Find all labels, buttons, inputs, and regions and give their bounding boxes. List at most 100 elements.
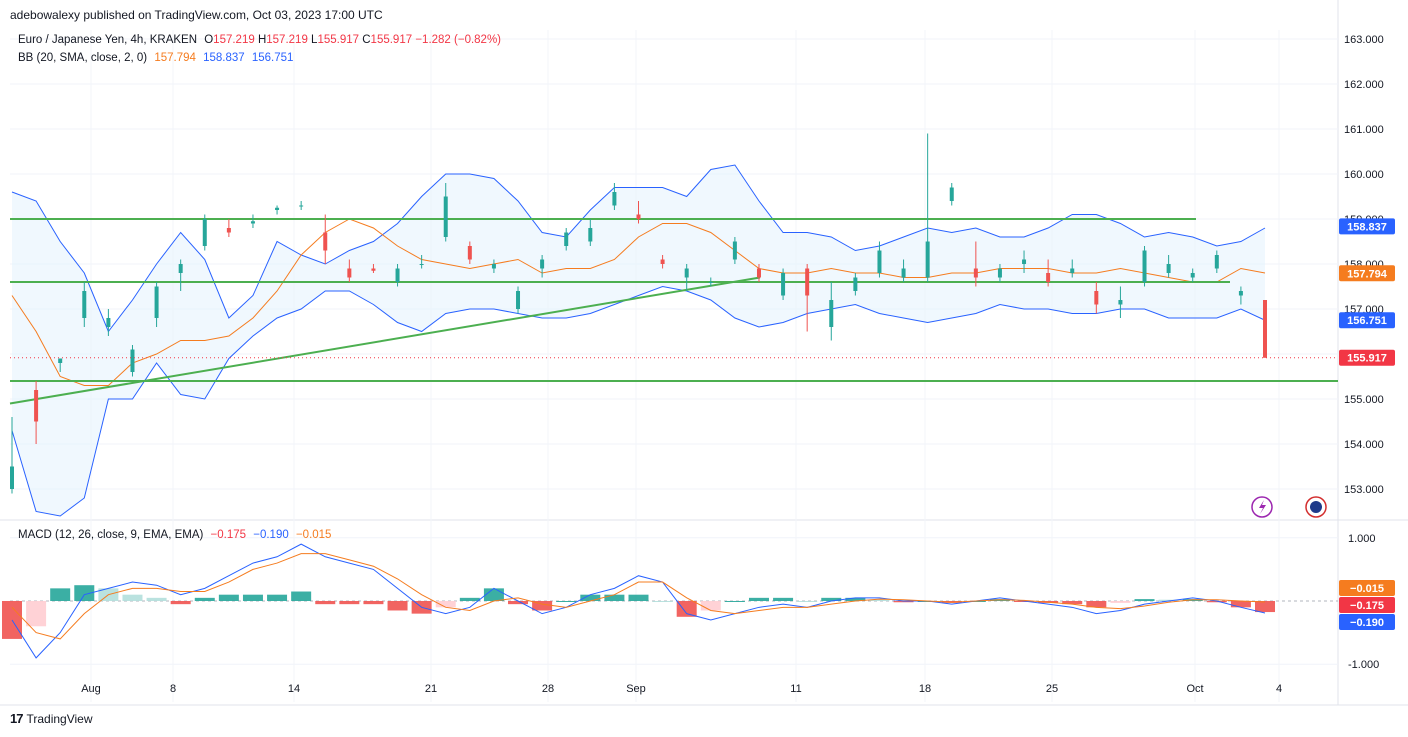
candle-body — [588, 228, 593, 242]
candle-body — [250, 221, 255, 224]
candle-body — [34, 390, 39, 422]
macd-histogram-bar — [676, 601, 697, 617]
rising-trendline[interactable] — [9, 276, 761, 405]
published-by: adebowalexy published on TradingView.com… — [10, 8, 383, 22]
signal-line — [11, 553, 1266, 640]
macd-histogram-bar — [122, 594, 143, 601]
macd-histogram-bar — [267, 594, 288, 601]
bb-basis-line — [11, 218, 1266, 386]
candle-body — [443, 196, 448, 237]
symbol-legend: Euro / Japanese Yen, 4h, KRAKEN O157.219… — [18, 34, 501, 46]
candle-body — [299, 205, 304, 207]
macd-badge — [1339, 597, 1395, 613]
macd-line-value: −0.190 — [253, 529, 289, 541]
time-tick-label: Sep — [626, 683, 646, 695]
price-badge — [1339, 218, 1395, 235]
candle-body — [419, 264, 424, 265]
macd-histogram-bar — [459, 597, 480, 601]
candle-body — [347, 268, 352, 278]
candle-body — [829, 300, 834, 327]
candle-body — [58, 358, 63, 363]
macd-histogram-bar — [291, 591, 312, 601]
time-tick-label: 8 — [170, 683, 176, 695]
macd-histogram-bar — [604, 594, 625, 601]
macd-histogram-bar — [387, 601, 408, 611]
price-badge-label: 155.917 — [1347, 353, 1387, 365]
macd-histogram-bar — [773, 597, 794, 601]
time-tick-label: 11 — [790, 683, 801, 695]
candle-body — [395, 268, 400, 282]
candle-body — [973, 268, 978, 278]
price-badge-label: 156.751 — [1347, 315, 1387, 327]
ohlc-change: −1.282 (−0.82%) — [415, 34, 501, 46]
macd-line — [11, 543, 1266, 659]
price-tick-label: 161.000 — [1344, 124, 1384, 136]
candle-body — [949, 187, 954, 201]
candle-body — [901, 268, 906, 278]
candle-body — [10, 466, 14, 489]
macd-histogram-bar — [1134, 599, 1155, 601]
candle-body — [660, 259, 665, 264]
macd-histogram-bar — [146, 597, 167, 601]
candle-body — [130, 349, 135, 372]
macd-histogram-bar — [508, 601, 529, 605]
bb-label[interactable]: BB (20, SMA, close, 2, 0) — [18, 52, 148, 64]
candle-body — [106, 318, 111, 327]
macd-histogram-bar — [1086, 601, 1107, 608]
macd-histogram-bar — [532, 601, 553, 611]
macd-badge-label: −0.190 — [1350, 617, 1384, 629]
candle-body — [540, 259, 545, 269]
ohlc-close: 155.917 — [370, 34, 413, 46]
bb-upper-line — [11, 164, 1266, 333]
candle-body — [467, 246, 472, 260]
macd-histogram-bar — [893, 601, 914, 603]
candle-body — [781, 273, 786, 296]
candle-body — [853, 277, 858, 291]
macd-histogram-bar — [50, 588, 71, 601]
macd-histogram-bar — [748, 597, 769, 601]
ohlc-open: 157.219 — [213, 34, 255, 46]
macd-badge — [1339, 614, 1395, 630]
macd-badge-label: −0.015 — [1350, 583, 1384, 595]
time-tick-label: 28 — [542, 683, 554, 695]
price-tick-label: 155.000 — [1344, 394, 1384, 406]
price-badge-label: 158.837 — [1347, 221, 1387, 233]
macd-histogram-bar — [1158, 599, 1179, 601]
candle-body — [1263, 300, 1267, 358]
macd-histogram-bar — [652, 601, 673, 602]
price-tick-label: 163.000 — [1344, 34, 1384, 46]
macd-histogram-bar — [580, 594, 601, 601]
macd-histogram-bar — [845, 597, 866, 601]
tv-logo-icon: 17 — [10, 711, 24, 726]
candle-body — [877, 250, 882, 273]
candle-body — [491, 264, 496, 269]
price-tick-label: 160.000 — [1344, 169, 1384, 181]
macd-histogram-bar — [218, 594, 239, 601]
macd-histogram-bar — [74, 585, 95, 601]
macd-histogram-bar — [339, 601, 360, 605]
candle-body — [1022, 259, 1027, 264]
bb-fill — [12, 165, 1265, 516]
macd-histogram-bar — [483, 588, 504, 601]
flag-inner-icon — [1310, 501, 1322, 513]
macd-histogram-bar — [1230, 601, 1251, 608]
candle-body — [612, 192, 617, 206]
price-tick-label: 154.000 — [1344, 439, 1384, 451]
symbol-title[interactable]: Euro / Japanese Yen, 4h, KRAKEN — [18, 34, 198, 46]
candle-body — [756, 268, 761, 278]
ohlc-high: 157.219 — [266, 34, 308, 46]
macd-label[interactable]: MACD (12, 26, close, 9, EMA, EMA) — [18, 529, 204, 541]
macd-histogram-bar — [26, 601, 47, 627]
macd-histogram-bar — [1206, 601, 1227, 603]
candle-body — [805, 268, 810, 296]
lightning-glyph-icon — [1259, 500, 1266, 514]
macd-histogram-bar — [628, 594, 649, 601]
macd-histogram-bar — [797, 601, 818, 602]
bb-basis-value: 157.794 — [154, 52, 196, 64]
footer-brand[interactable]: 17 TradingView — [10, 711, 93, 726]
macd-tick-label: -1.000 — [1348, 659, 1379, 671]
candle-body — [371, 268, 376, 271]
candle-body — [1118, 300, 1123, 305]
candle-body — [82, 291, 87, 318]
